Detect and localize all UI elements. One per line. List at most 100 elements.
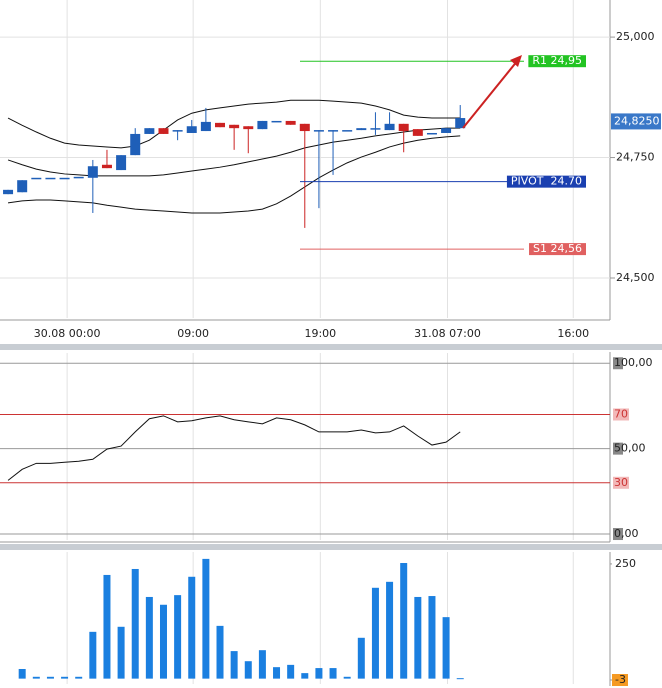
candle-body bbox=[229, 124, 240, 129]
candle-body bbox=[215, 122, 226, 128]
x-tick-label: 31.08 07:00 bbox=[414, 327, 481, 340]
candle-body bbox=[455, 118, 466, 129]
candle-body bbox=[31, 177, 42, 180]
volume-bar bbox=[287, 664, 295, 679]
candle-body bbox=[200, 121, 211, 132]
candle-body bbox=[3, 189, 14, 195]
y-tick-label: 100,00 bbox=[614, 356, 653, 369]
candle-body bbox=[412, 129, 423, 136]
candle-body bbox=[45, 177, 56, 180]
volume-bar bbox=[258, 650, 266, 679]
volume-bar bbox=[202, 558, 210, 679]
arrow bbox=[462, 59, 519, 129]
y-tick-box bbox=[613, 357, 623, 370]
candle-body bbox=[342, 130, 353, 132]
volume-bar bbox=[89, 631, 97, 679]
candle-body bbox=[101, 164, 112, 169]
panel-separator bbox=[0, 544, 662, 550]
volume-bar bbox=[216, 625, 224, 679]
arrow-head bbox=[510, 55, 522, 67]
volume-bar bbox=[315, 668, 323, 679]
y-tick-box bbox=[613, 476, 629, 489]
volume-bar bbox=[428, 596, 436, 679]
volume-bar bbox=[32, 676, 40, 679]
panel-separator bbox=[0, 344, 662, 350]
volume-bar bbox=[145, 596, 153, 679]
y-tick-box bbox=[613, 408, 629, 421]
candle-body bbox=[59, 177, 70, 180]
volume-bar bbox=[117, 626, 125, 679]
level-label: PIVOT 24.70 bbox=[511, 175, 582, 188]
level-label: S1 24,56 bbox=[533, 242, 582, 255]
volume-bar bbox=[61, 676, 69, 679]
last-price-box bbox=[611, 113, 661, 130]
volume-bar bbox=[343, 676, 351, 679]
candle-body bbox=[313, 130, 324, 132]
candle-body bbox=[299, 123, 310, 132]
candle-body bbox=[271, 120, 282, 123]
bollinger-band bbox=[7, 99, 461, 149]
bollinger-band bbox=[7, 127, 461, 177]
candle-body bbox=[116, 155, 127, 171]
x-tick-label: 09:00 bbox=[177, 327, 209, 340]
candle-body bbox=[370, 128, 381, 130]
candle-body bbox=[426, 132, 437, 135]
bollinger-band bbox=[7, 135, 461, 214]
candle-body bbox=[130, 133, 141, 156]
volume-bar bbox=[46, 676, 54, 679]
candle-body bbox=[73, 176, 84, 179]
y-tick-label: 50,00 bbox=[614, 442, 646, 455]
y-tick-label: -3 bbox=[615, 673, 626, 686]
x-tick-label: 30.08 00:00 bbox=[34, 327, 101, 340]
volume-bar bbox=[18, 668, 26, 679]
candle-body bbox=[257, 120, 268, 130]
y-tick-label: 0,00 bbox=[614, 527, 639, 540]
volume-bar bbox=[400, 563, 408, 679]
volume-bar bbox=[329, 668, 337, 679]
y-tick-label: 25,000 bbox=[616, 30, 655, 43]
volume-bar bbox=[456, 678, 464, 680]
candle-body bbox=[186, 126, 197, 133]
y-tick-label: 24,750 bbox=[616, 151, 655, 164]
volume-bar bbox=[103, 574, 111, 679]
volume-bar bbox=[273, 667, 281, 679]
candle-body bbox=[328, 130, 339, 132]
volume-bar bbox=[230, 651, 238, 679]
y-tick-box bbox=[613, 442, 623, 455]
candle-body bbox=[285, 120, 296, 125]
level-label-box bbox=[506, 175, 586, 188]
volume-bar bbox=[357, 637, 365, 679]
y-tick-box bbox=[613, 528, 623, 541]
level-label-box bbox=[529, 243, 586, 256]
y-tick-label: 70 bbox=[614, 407, 628, 420]
level-label: R1 24,95 bbox=[532, 54, 582, 67]
candle-body bbox=[384, 123, 395, 131]
volume-bar bbox=[174, 595, 182, 679]
last-price-label: 24,8250 bbox=[614, 114, 660, 127]
y-tick-label: 24,500 bbox=[616, 271, 655, 284]
candle-body bbox=[243, 126, 254, 130]
x-tick-label: 19:00 bbox=[304, 327, 336, 340]
candle-body bbox=[158, 128, 169, 134]
volume-bar bbox=[442, 617, 450, 679]
volume-bar bbox=[301, 673, 309, 679]
candle-body bbox=[17, 180, 28, 193]
candle-body bbox=[87, 166, 98, 178]
x-tick-label: 16:00 bbox=[557, 327, 589, 340]
candle-body bbox=[441, 128, 452, 133]
volume-bar bbox=[386, 581, 394, 679]
volume-bar bbox=[371, 587, 379, 679]
volume-bar bbox=[244, 661, 252, 679]
oscillator-line bbox=[7, 415, 461, 481]
y-tick-label: 250 bbox=[615, 557, 636, 570]
y-tick-label: 30 bbox=[614, 476, 628, 489]
candle-body bbox=[144, 128, 155, 134]
volume-bar bbox=[188, 576, 196, 679]
volume-bar bbox=[131, 568, 139, 679]
volume-bar bbox=[159, 604, 167, 679]
candle-body bbox=[172, 130, 183, 132]
candle-body bbox=[398, 123, 409, 132]
volume-bar bbox=[414, 596, 422, 679]
